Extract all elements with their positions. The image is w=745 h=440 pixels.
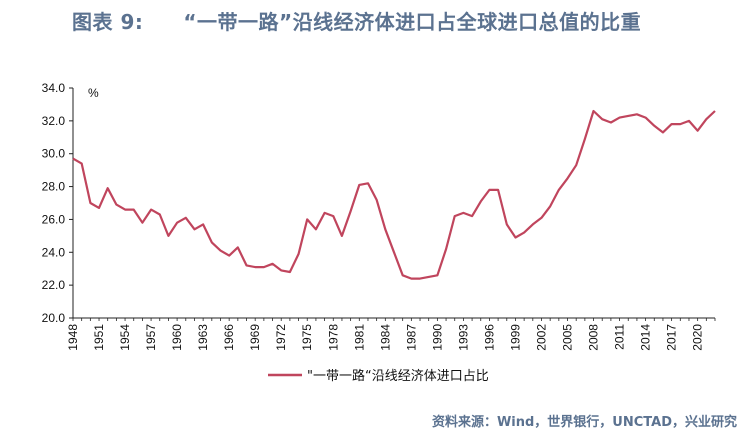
axes: [72, 88, 715, 319]
y-axis-unit-label: %: [88, 86, 99, 100]
y-tick-label: 26.0: [42, 212, 66, 226]
chart-title: 图表 9: “一带一路”沿线经济体进口占全球进口总值的比重: [72, 6, 641, 35]
x-tick-label: 1981: [352, 324, 366, 351]
x-tick-label: 1948: [66, 324, 80, 351]
x-tick-label: 1963: [196, 324, 210, 351]
x-tick-label: 1975: [300, 324, 314, 351]
x-tick-label: 1978: [326, 324, 340, 351]
x-tick-label: 1993: [456, 324, 470, 351]
legend-label: "一带一路“沿线经济体进口占比: [307, 368, 489, 384]
legend: "一带一路“沿线经济体进口占比: [268, 368, 489, 384]
x-tick-label: 2008: [587, 324, 601, 351]
figure-title-text: “一带一路”沿线经济体进口占全球进口总值的比重: [183, 10, 642, 34]
x-tick-label: 1996: [482, 324, 496, 351]
x-tick-label: 2011: [613, 324, 627, 350]
x-tick-label: 1954: [118, 324, 132, 351]
y-tick-label: 22.0: [42, 278, 66, 292]
figure-number: 图表 9:: [72, 10, 144, 34]
x-tick-label: 1951: [92, 324, 106, 351]
series-line: [72, 109, 716, 280]
x-tick-label: 1990: [430, 324, 444, 351]
y-tick-label: 30.0: [42, 147, 66, 161]
x-tick-label: 2014: [639, 324, 653, 351]
x-tick-label: 2020: [691, 324, 705, 351]
x-tick-label: 1966: [222, 324, 236, 351]
x-tick-label: 1987: [404, 324, 418, 351]
y-tick-label: 34.0: [42, 81, 66, 95]
x-tick-label: 1999: [508, 324, 522, 351]
x-tick-label: 2017: [665, 324, 679, 351]
x-tick-label: 2002: [534, 324, 548, 351]
y-tick-label: 28.0: [42, 180, 66, 194]
x-tick-label: 1957: [144, 324, 158, 351]
x-tick-label: 1984: [378, 324, 392, 351]
y-axis-ticks: 20.0 22.0 24.0 26.0 28.0 30.0 32.0 34.0: [42, 81, 73, 325]
series-group: [72, 109, 716, 280]
x-tick-label: 2005: [561, 324, 575, 351]
x-tick-label: 1960: [170, 324, 184, 351]
y-tick-label: 32.0: [42, 114, 66, 128]
x-axis-ticks: 1948 1951 1954 1957 1960 1963 1966 1969 1972 1975…: [66, 318, 716, 351]
x-tick-label: 1969: [248, 324, 262, 351]
source-note: 资料来源：Wind，世界银行，UNCTAD，兴业研究: [431, 415, 737, 430]
y-tick-label: 20.0: [42, 311, 66, 325]
x-tick-label: 1972: [274, 324, 288, 351]
y-tick-label: 24.0: [42, 245, 66, 259]
